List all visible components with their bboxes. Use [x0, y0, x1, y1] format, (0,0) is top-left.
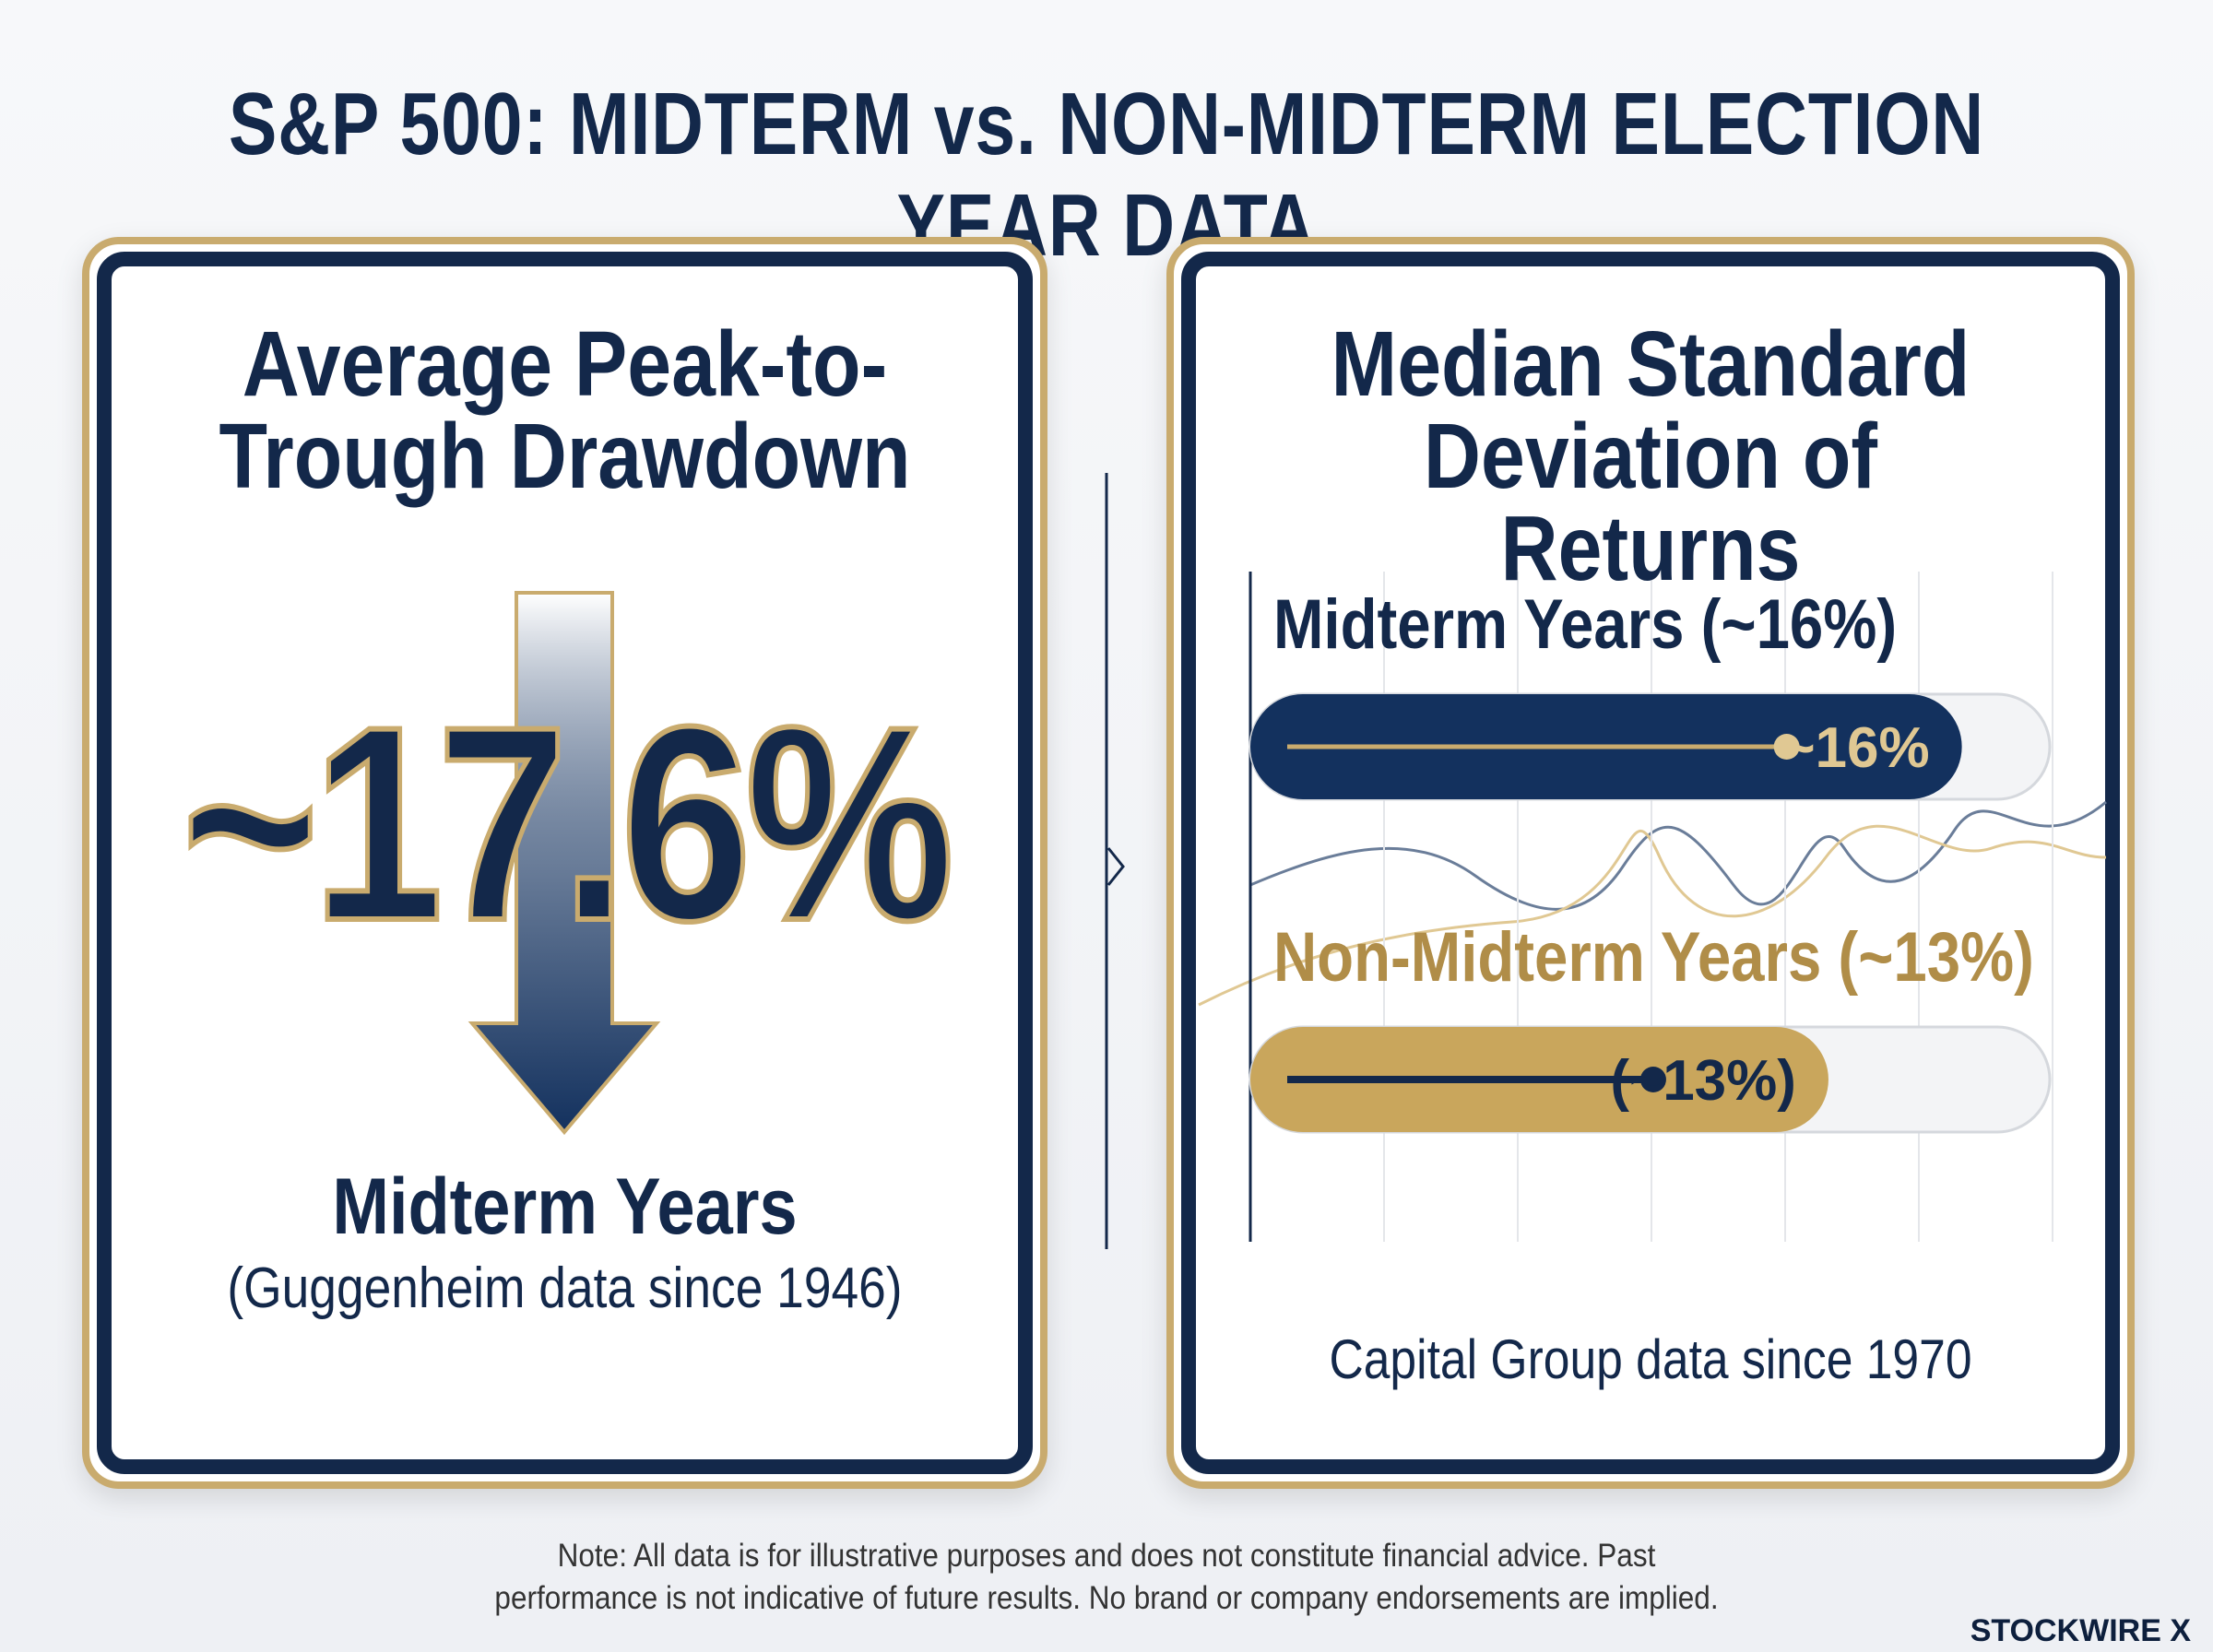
- decor-line: [1198, 824, 2107, 1007]
- bar-dot: [1773, 734, 1800, 760]
- left-heading: Average Peak-to-Trough Drawdown: [219, 313, 911, 508]
- left-panel: [82, 237, 1047, 1489]
- left-source: (Guggenheim data since 1946): [227, 1257, 903, 1320]
- chart-title: Median Standard Deviation of Returns: [1331, 313, 1970, 600]
- panel-frame: [1181, 252, 2120, 1474]
- panel-frame: [97, 252, 1033, 1474]
- category-label: Midterm Years (~16%): [1273, 585, 1897, 664]
- brand: STOCKWIRE X: [1970, 1613, 2191, 1648]
- decor-line: [1249, 800, 2107, 911]
- subject: Midterm Years: [332, 1162, 798, 1251]
- divider-notch: [1106, 847, 1125, 886]
- right-panel: [1166, 237, 2135, 1489]
- title: S&P 500: MIDTERM vs. NON-MIDTERM ELECTIO…: [228, 75, 1985, 275]
- bar-dot: [1639, 1067, 1666, 1092]
- value-label: (~13%): [1610, 1049, 1796, 1113]
- value-label: ~16%: [1781, 716, 1929, 780]
- note: Note: All data is for illustrative purpo…: [494, 1538, 1719, 1616]
- down-arrow: [467, 591, 661, 1136]
- headline: ~17.6%: [179, 666, 956, 981]
- chart-source: Capital Group data since 1970: [1329, 1328, 1972, 1390]
- category-label: Non-Midterm Years (~13%): [1273, 918, 2034, 997]
